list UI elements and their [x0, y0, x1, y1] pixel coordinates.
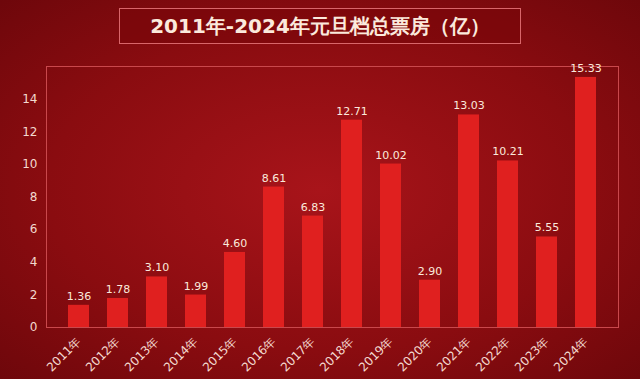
svg-text:2014年: 2014年 [161, 334, 201, 374]
svg-text:2022年: 2022年 [473, 334, 513, 374]
svg-text:2013年: 2013年 [122, 334, 162, 374]
svg-text:1.99: 1.99 [184, 280, 209, 293]
svg-text:5.55: 5.55 [535, 221, 560, 234]
svg-text:2024年: 2024年 [551, 334, 591, 374]
svg-text:2011年: 2011年 [44, 334, 84, 374]
svg-text:2018年: 2018年 [317, 334, 357, 374]
svg-text:2021年: 2021年 [434, 334, 474, 374]
svg-text:10: 10 [22, 157, 37, 171]
svg-text:12: 12 [22, 125, 37, 139]
svg-text:1.78: 1.78 [106, 283, 131, 296]
svg-text:10.02: 10.02 [375, 149, 407, 162]
svg-text:8.61: 8.61 [262, 172, 287, 185]
svg-text:2016年: 2016年 [239, 334, 279, 374]
svg-text:4.60: 4.60 [223, 237, 248, 250]
svg-text:6: 6 [30, 222, 38, 236]
svg-text:1.36: 1.36 [67, 290, 92, 303]
svg-text:2: 2 [30, 288, 38, 302]
svg-text:12.71: 12.71 [336, 105, 368, 118]
svg-text:13.03: 13.03 [453, 99, 485, 112]
svg-text:2020年: 2020年 [395, 334, 435, 374]
svg-text:2.90: 2.90 [418, 265, 443, 278]
svg-text:8: 8 [30, 190, 38, 204]
svg-text:0: 0 [30, 320, 38, 334]
svg-text:2015年: 2015年 [200, 334, 240, 374]
svg-text:15.33: 15.33 [570, 62, 602, 75]
html-text:2011年-2024年元旦档总票房（亿）: 2011年-2024年元旦档总票房（亿） [150, 14, 490, 38]
svg-text:6.83: 6.83 [301, 201, 326, 214]
svg-text:14: 14 [22, 92, 37, 106]
svg-text:2019年: 2019年 [356, 334, 396, 374]
svg-text:2023年: 2023年 [512, 334, 552, 374]
svg-text:4: 4 [30, 255, 38, 269]
svg-text:2012年: 2012年 [83, 334, 123, 374]
svg-text:10.21: 10.21 [492, 145, 524, 158]
svg-text:2017年: 2017年 [278, 334, 318, 374]
svg-text:3.10: 3.10 [145, 261, 170, 274]
